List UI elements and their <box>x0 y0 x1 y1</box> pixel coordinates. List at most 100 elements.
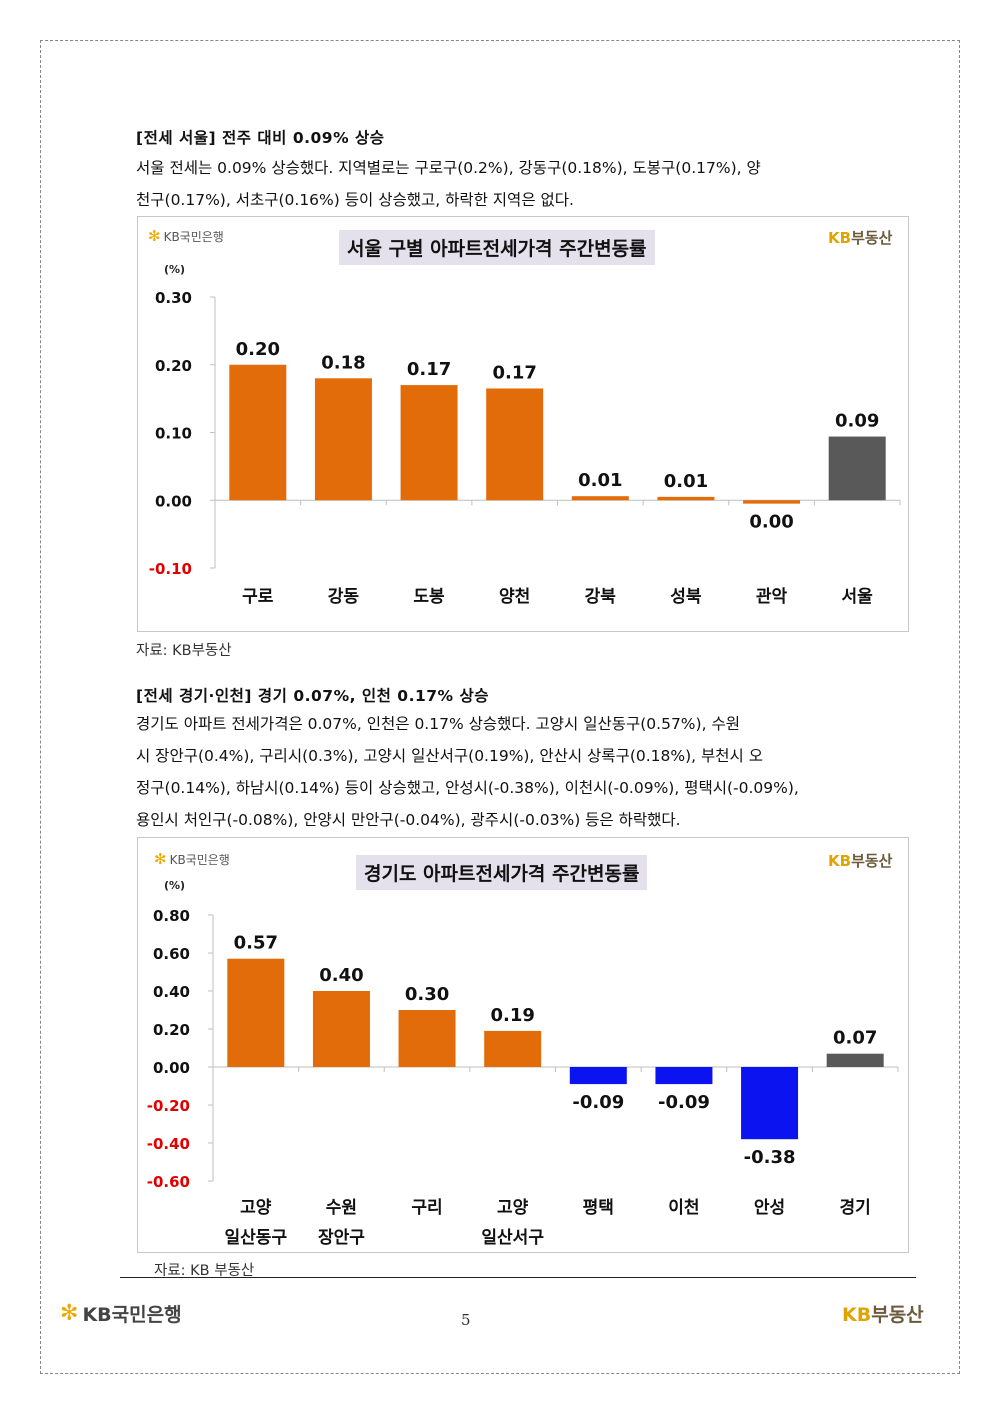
x-tick-label: 강동 <box>328 587 360 607</box>
source-note: 자료: KB 부동산 <box>154 1263 255 1279</box>
kb-realestate-name: 부동산 <box>851 852 893 870</box>
kb-star-icon: ✻ <box>148 227 161 245</box>
y-tick-label: 0.10 <box>155 425 192 443</box>
chart-gyeonggi: ✻ KB국민은행 경기도 아파트전세가격 주간변동률 KB부동산 (%) 0.80… <box>137 837 909 1253</box>
y-tick-label: 0.80 <box>153 907 190 925</box>
bar-평택 <box>569 1067 627 1085</box>
bar-이천 <box>655 1067 713 1085</box>
y-tick-label: 0.00 <box>153 1059 190 1077</box>
x-tick-label: 양천 <box>499 587 530 607</box>
bar-강북 <box>571 496 629 501</box>
bar-도봉 <box>400 385 458 501</box>
y-tick-label: 0.60 <box>153 945 190 963</box>
y-tick-label: 0.40 <box>153 983 190 1001</box>
kb-realestate-logo: KB부동산 <box>828 227 892 248</box>
x-tick-label: 강북 <box>585 587 617 607</box>
paragraph-line: 경기도 아파트 전세가격은 0.07%, 인천은 0.17% 상승했다. 고양시… <box>136 715 740 733</box>
paragraph-line: 천구(0.17%), 서초구(0.16%) 등이 상승했고, 하락한 지역은 없… <box>136 191 574 209</box>
kb-star-icon: ✻ <box>154 850 167 868</box>
page-number: 5 <box>461 1311 471 1329</box>
x-tick-label: 안성 <box>754 1198 785 1218</box>
paragraph-line: 정구(0.14%), 하남시(0.14%) 등이 상승했고, 안성시(-0.38… <box>136 779 799 797</box>
data-label: 0.57 <box>234 933 278 954</box>
x-tick-label: 성북 <box>670 587 702 607</box>
bar-성북 <box>657 496 715 501</box>
x-tick-label: 평택 <box>583 1198 614 1218</box>
x-tick-label: 장안구 <box>318 1228 365 1248</box>
paragraph-seoul: 서울 전세는 0.09% 상승했다. 지역별로는 구로구(0.2%), 강동구(… <box>136 152 910 216</box>
y-tick-label: -0.40 <box>147 1135 190 1153</box>
source-note: 자료: KB부동산 <box>136 643 232 659</box>
bar-구리 <box>398 1010 456 1067</box>
data-label: 0.09 <box>835 411 879 432</box>
y-unit-label: (%) <box>164 263 185 276</box>
chart-title: 서울 구별 아파트전세가격 주간변동률 <box>339 230 655 265</box>
footer-divider <box>120 1277 916 1278</box>
data-label: 0.17 <box>407 359 451 380</box>
x-tick-label: 수원 <box>326 1198 357 1218</box>
kb-realestate-kb: KB <box>828 852 852 870</box>
bar-고양일산서구 <box>484 1030 542 1067</box>
y-tick-label: -0.60 <box>147 1173 190 1191</box>
section-heading-gyeonggi: [전세 경기·인천] 경기 0.07%, 인천 0.17% 상승 <box>136 687 489 705</box>
x-tick-label: 일산서구 <box>481 1228 544 1248</box>
x-tick-label: 이천 <box>668 1198 699 1218</box>
bar-양천 <box>486 388 544 501</box>
bar-고양일산동구 <box>227 958 285 1067</box>
kb-realestate-logo: KB부동산 <box>828 850 892 871</box>
y-tick-label: 0.30 <box>155 289 192 307</box>
kb-bank-text: KB국민은행 <box>163 229 224 244</box>
bar-서울 <box>828 436 886 501</box>
data-label: 0.30 <box>405 984 449 1005</box>
paragraph-gyeonggi: 경기도 아파트 전세가격은 0.07%, 인천은 0.17% 상승했다. 고양시… <box>136 708 910 836</box>
y-tick-label: 0.20 <box>155 357 192 375</box>
x-tick-label: 관악 <box>756 587 788 607</box>
data-label: -0.09 <box>658 1092 710 1113</box>
data-label: 0.17 <box>492 362 536 383</box>
chart-plot-area: (%) 0.30 0.20 0.10 0.00 -0.10 0.20 구로 0.18 강동 0.17… <box>149 263 901 607</box>
paragraph-line: 용인시 처인구(-0.08%), 안양시 만안구(-0.04%), 광주시(-0… <box>136 811 681 829</box>
data-label: 0.18 <box>321 352 365 373</box>
section-heading-seoul: [전세 서울] 전주 대비 0.09% 상승 <box>136 129 385 147</box>
x-tick-label: 고양 <box>240 1198 272 1218</box>
bar-구로 <box>229 364 287 501</box>
kb-realestate-kb: KB <box>828 229 852 247</box>
chart-seoul: ✻ KB국민은행 서울 구별 아파트전세가격 주간변동률 KB부동산 (%) 0.… <box>137 216 909 632</box>
x-tick-label: 경기 <box>840 1198 871 1218</box>
x-tick-label: 서울 <box>842 587 874 607</box>
paragraph-line: 서울 전세는 0.09% 상승했다. 지역별로는 구로구(0.2%), 강동구(… <box>136 159 761 177</box>
data-label: -0.09 <box>572 1092 624 1113</box>
footer-bank-text: KB국민은행 <box>82 1304 182 1326</box>
chart-title: 경기도 아파트전세가격 주간변동률 <box>356 855 648 890</box>
bar-강동 <box>314 378 372 501</box>
data-label: -0.38 <box>744 1147 796 1168</box>
x-tick-label: 도봉 <box>413 587 445 607</box>
x-tick-label: 구리 <box>411 1198 442 1218</box>
paragraph-line: 시 장안구(0.4%), 구리시(0.3%), 고양시 일산서구(0.19%),… <box>136 747 763 765</box>
y-tick-label: 0.00 <box>155 492 192 510</box>
y-unit-label: (%) <box>164 879 185 892</box>
kb-realestate-name: 부동산 <box>851 229 893 247</box>
data-label: 0.01 <box>664 471 708 492</box>
data-label: 0.20 <box>236 339 280 360</box>
data-label: 0.40 <box>319 965 363 986</box>
x-tick-label: 구로 <box>242 587 274 607</box>
footer-kb-bank-logo: ✻ KB국민은행 <box>60 1300 182 1327</box>
footer-re-name: 부동산 <box>871 1304 924 1326</box>
y-tick-label: 0.20 <box>153 1021 190 1039</box>
kb-bank-logo: ✻ KB국민은행 <box>148 227 224 245</box>
bar-수원장안구 <box>312 991 370 1067</box>
data-label: 0.01 <box>578 470 622 491</box>
data-label: 0.00 <box>749 512 793 533</box>
data-label: 0.19 <box>490 1005 534 1026</box>
kb-bank-text: KB국민은행 <box>169 852 230 867</box>
data-label: 0.07 <box>833 1028 877 1049</box>
y-tick-label: -0.20 <box>147 1097 190 1115</box>
page-border <box>40 40 960 1374</box>
chart-plot-area: (%) 0.80 0.60 0.40 0.20 0.00 -0.20 -0.40 -0.60 0.… <box>147 879 899 1248</box>
footer-re-kb: KB <box>842 1304 872 1326</box>
x-tick-label: 일산동구 <box>225 1228 288 1248</box>
kb-star-icon: ✻ <box>60 1301 79 1326</box>
x-tick-label: 고양 <box>497 1198 529 1218</box>
bar-경기 <box>826 1053 884 1067</box>
